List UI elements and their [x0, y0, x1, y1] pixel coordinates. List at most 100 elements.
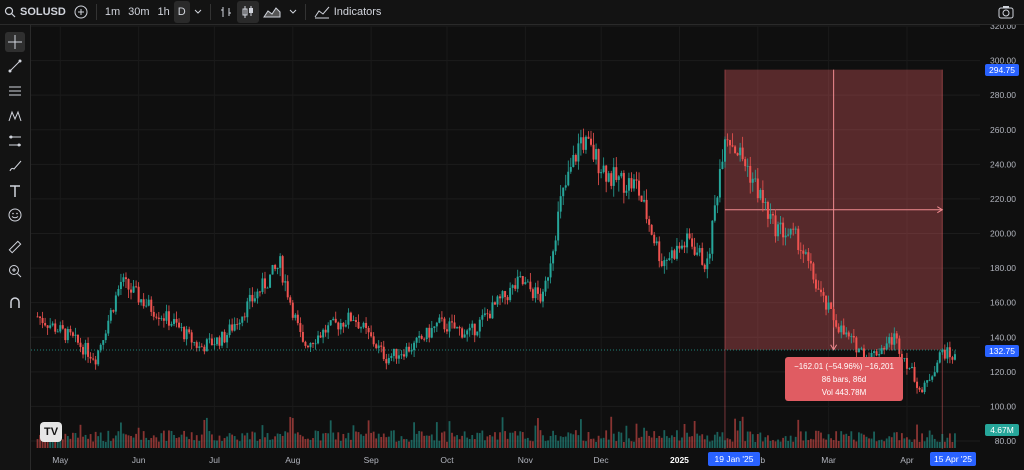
- price-tick-label: 200.00: [990, 229, 1016, 239]
- candle-body: [744, 159, 747, 167]
- candle-body: [675, 245, 678, 259]
- candle-body: [435, 322, 438, 327]
- price-chart[interactable]: 320.00 300.00 280.00 260.00 240.00 220.00 200.…: [31, 25, 1024, 470]
- candle-body: [370, 332, 373, 337]
- candle-body: [392, 348, 395, 356]
- volume-bar: [385, 437, 388, 448]
- price-tick-label: 120.00: [990, 367, 1016, 377]
- volume-bar: [418, 431, 421, 448]
- candle-body: [362, 322, 365, 328]
- volume-bar: [769, 441, 772, 448]
- pattern-tool[interactable]: [5, 106, 25, 126]
- candle-body: [825, 295, 828, 310]
- candle-body: [463, 334, 466, 338]
- candle-body: [766, 202, 769, 219]
- volume-bar: [301, 436, 304, 448]
- volume-bar: [296, 432, 299, 448]
- volume-bar: [706, 435, 709, 448]
- magnet-tool[interactable]: [5, 293, 25, 313]
- candle-body: [258, 291, 261, 293]
- candles-style-button[interactable]: [236, 1, 259, 23]
- candle-body: [883, 347, 886, 350]
- volume-bar: [870, 438, 873, 448]
- candle-body: [59, 325, 62, 332]
- text-tool[interactable]: [5, 181, 25, 201]
- measurement-bars: 86 bars, 86d: [821, 375, 867, 384]
- volume-bar: [69, 438, 72, 448]
- volume-bar: [741, 416, 744, 448]
- candle-body: [602, 165, 605, 173]
- volume-bar: [938, 441, 941, 448]
- candle-body: [607, 173, 610, 182]
- candle-body: [903, 357, 906, 359]
- candle-body: [918, 387, 921, 390]
- area-style-button[interactable]: [259, 1, 285, 23]
- candle-body: [162, 318, 165, 321]
- volume-bar: [251, 431, 254, 448]
- candle-body: [908, 368, 911, 369]
- candle-body: [938, 352, 941, 363]
- volume-bar: [913, 439, 916, 448]
- volume-bar: [620, 432, 623, 448]
- crosshair-tool[interactable]: [5, 32, 25, 52]
- interval-1m[interactable]: 1m: [104, 6, 121, 18]
- volume-bar: [531, 441, 534, 448]
- candle-body: [493, 302, 496, 305]
- compare-button[interactable]: [70, 1, 92, 23]
- symbol-search[interactable]: SOLUSD: [0, 1, 70, 23]
- fib-tool[interactable]: [5, 81, 25, 101]
- volume-bar: [850, 431, 853, 448]
- interval-30m[interactable]: 30m: [128, 6, 150, 18]
- candle-body: [913, 366, 916, 382]
- volume-bar: [665, 436, 668, 448]
- chart-style-dropdown[interactable]: [285, 1, 301, 23]
- time-tick-label: May: [52, 455, 69, 465]
- volume-bar: [693, 420, 696, 448]
- ruler-tool[interactable]: [5, 237, 25, 257]
- volume-bar: [193, 440, 196, 448]
- bar-style-button[interactable]: [215, 1, 237, 23]
- candle-body: [433, 326, 436, 329]
- interval-1h[interactable]: 1h: [157, 6, 170, 18]
- candle-body: [160, 318, 163, 320]
- candle-body: [612, 167, 615, 186]
- volume-bar: [610, 416, 613, 448]
- price-axis[interactable]: 320.00 300.00 280.00 260.00 240.00 220.00 200.…: [990, 25, 1016, 446]
- current-price-badge: 132.75: [985, 345, 1019, 357]
- time-tick-label: Jun: [132, 455, 146, 465]
- volume-bar: [471, 435, 474, 448]
- interval-dropdown[interactable]: [190, 1, 206, 23]
- candle-body: [178, 322, 181, 328]
- candle-body: [769, 214, 772, 219]
- candle-body: [56, 331, 59, 333]
- volume-bar: [221, 441, 223, 448]
- volume-bar: [284, 431, 287, 448]
- candle-body: [137, 286, 140, 303]
- trend-line-tool[interactable]: [5, 56, 25, 76]
- time-axis[interactable]: MayJunJulAugSepOctNovDec2025FebMarApr: [31, 449, 1024, 470]
- candle-body: [243, 316, 246, 318]
- interval-d[interactable]: D: [173, 1, 190, 23]
- brush-icon: [9, 160, 22, 172]
- volume-bar: [529, 440, 532, 448]
- candle-body: [322, 329, 325, 338]
- prediction-tool[interactable]: [5, 131, 25, 151]
- candle-body: [66, 328, 69, 341]
- candle-body: [405, 346, 408, 357]
- volume-bar: [453, 436, 456, 448]
- time-tick-label: Nov: [518, 455, 534, 465]
- emoji-tool[interactable]: [5, 205, 25, 225]
- volume-bar: [792, 441, 795, 448]
- indicators-button[interactable]: Indicators: [310, 1, 386, 23]
- volume-bar: [918, 441, 921, 448]
- candle-body: [238, 322, 241, 325]
- snapshot-button[interactable]: [994, 1, 1018, 23]
- volume-bar: [911, 441, 913, 448]
- price-tick-label: 220.00: [990, 194, 1016, 204]
- volume-bar: [435, 422, 438, 448]
- volume-bar: [425, 435, 428, 448]
- candle-body: [534, 287, 537, 299]
- candle-body: [299, 323, 302, 332]
- zoom-tool[interactable]: [5, 261, 25, 281]
- brush-tool[interactable]: [5, 156, 25, 176]
